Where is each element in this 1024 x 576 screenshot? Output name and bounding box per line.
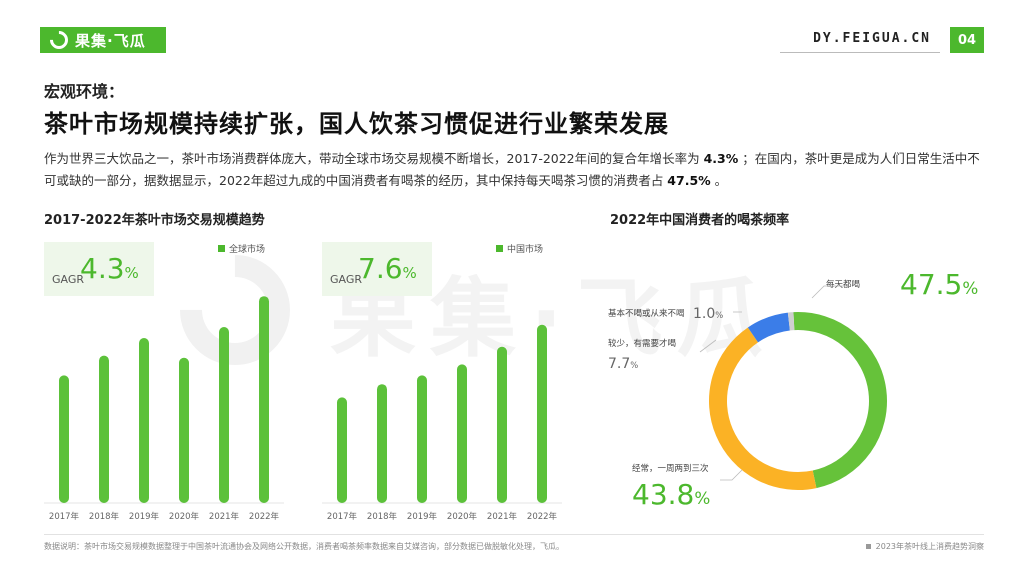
tick-label-china-5: 2022年 — [527, 511, 558, 522]
pie-value-unit-3: % — [715, 310, 723, 320]
pie-label-0: 每天都喝 — [826, 279, 861, 290]
gagr-number-china: 7.6 — [358, 252, 403, 285]
pie-value-2: 7.7% — [608, 356, 638, 372]
tick-label-global-2: 2019年 — [129, 511, 160, 522]
gagr-unit-global: % — [124, 264, 139, 282]
tick-label-global-5: 2022年 — [249, 511, 280, 522]
gagr-label-china: GAGR — [330, 273, 363, 286]
tick-label-china-2: 2019年 — [407, 511, 438, 522]
pie-slice-1 — [709, 327, 817, 490]
bar-global-5 — [259, 296, 269, 503]
leader-line-0 — [811, 285, 846, 299]
leader-line-1 — [720, 469, 743, 481]
bar-global-2 — [139, 338, 149, 503]
tick-label-global-1: 2018年 — [89, 511, 120, 522]
tick-label-china-0: 2017年 — [327, 511, 358, 522]
tick-label-china-4: 2021年 — [487, 511, 518, 522]
page-title: 茶叶市场规模持续扩张，国人饮茶习惯促进行业繁荣发展 — [44, 110, 669, 138]
legend-swatch-global — [218, 245, 225, 252]
report-square-icon — [865, 544, 871, 549]
bar-chart-title: 2017-2022年茶叶市场交易规模趋势 — [44, 213, 265, 228]
bar-china-0 — [337, 397, 347, 503]
pie-chart-title: 2022年中国消费者的喝茶频率 — [610, 213, 790, 228]
pie-value-3: 1.0% — [693, 306, 723, 322]
pie-slice-2 — [747, 312, 791, 343]
bar-china-2 — [417, 375, 427, 503]
gagr-label-global: GAGR — [52, 273, 85, 286]
bar-global-4 — [219, 327, 229, 503]
bar-china-4 — [497, 346, 507, 503]
gagr-box-global: GAGR 4.3% — [44, 242, 154, 296]
description-daily: 47.5% — [667, 173, 711, 188]
section-label: 宏观环境： — [44, 82, 125, 101]
description-cagr: 4.3% — [703, 151, 739, 166]
site-url: DY.FEIGUA.CN — [813, 31, 931, 46]
pie-value-number-0: 47.5 — [900, 268, 962, 301]
bar-china-5 — [537, 324, 547, 503]
tick-label-china-1: 2018年 — [367, 511, 398, 522]
pie-value-unit-1: % — [694, 488, 710, 508]
brand-logo: 果集·飞瓜 — [40, 27, 166, 53]
bar-global-0 — [59, 375, 69, 503]
gagr-value-china: 7.6% — [358, 252, 417, 285]
pie-value-number-3: 1.0 — [693, 306, 715, 322]
pie-value-0: 47.5% — [900, 268, 978, 301]
description-part1: 作为世界三大饮品之一，茶叶市场消费群体庞大，带动全球市场交易规模不断增长，201… — [44, 151, 704, 166]
description-part2: ；在国内，茶叶更是成为人们日常生活中不可或缺的一部分，据数据显示，2022年超过… — [44, 151, 980, 188]
pie-value-unit-0: % — [962, 278, 978, 298]
page-number: 04 — [950, 27, 984, 53]
leader-line-2 — [699, 339, 717, 353]
gagr-number-global: 4.3 — [80, 252, 125, 285]
footer-divider — [44, 534, 984, 535]
pie-value-unit-2: % — [630, 360, 638, 370]
pie-slice-0 — [793, 312, 887, 489]
tick-label-global-4: 2021年 — [209, 511, 240, 522]
legend-label-china: 中国市场 — [507, 245, 544, 255]
bar-china-3 — [457, 364, 467, 503]
header-divider — [780, 52, 940, 53]
bar-global-3 — [179, 357, 189, 503]
legend-swatch-china — [496, 245, 503, 252]
bar-global-1 — [99, 355, 109, 503]
pie-value-number-2: 7.7 — [608, 356, 630, 372]
logo-text: 果集·飞瓜 — [75, 31, 146, 50]
pie-label-3: 基本不喝或从来不喝 — [608, 308, 685, 319]
report-label: 2023年茶叶线上消费趋势洞察 — [875, 542, 984, 551]
description: 作为世界三大饮品之一，茶叶市场消费群体庞大，带动全球市场交易规模不断增长，201… — [44, 148, 984, 192]
bar-china-1 — [377, 384, 387, 503]
description-part3: 。 — [710, 173, 728, 188]
legend-global: 全球市场 — [218, 242, 265, 255]
pie-label-2: 较少，有需要才喝 — [608, 338, 677, 349]
pie-label-1: 经常，一周两到三次 — [632, 463, 709, 474]
tick-label-global-0: 2017年 — [49, 511, 80, 522]
footnote: 数据说明：茶叶市场交易规模数据整理于中国茶叶流通协会及网络公开数据，消费者喝茶频… — [44, 542, 564, 551]
report-name: 2023年茶叶线上消费趋势洞察 — [865, 541, 984, 552]
gagr-value-global: 4.3% — [80, 252, 139, 285]
pie-value-1: 43.8% — [632, 478, 710, 511]
legend-china: 中国市场 — [496, 242, 543, 255]
pie-value-number-1: 43.8 — [632, 478, 694, 511]
tick-label-global-3: 2020年 — [169, 511, 200, 522]
tick-label-china-3: 2020年 — [447, 511, 478, 522]
gagr-unit-china: % — [402, 264, 417, 282]
gagr-box-china: GAGR 7.6% — [322, 242, 432, 296]
legend-label-global: 全球市场 — [229, 245, 266, 255]
